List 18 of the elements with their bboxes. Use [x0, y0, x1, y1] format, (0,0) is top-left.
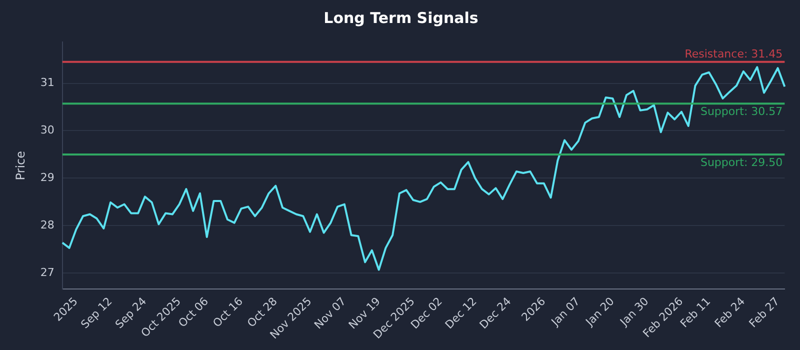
x-tick-label: Sep 12 [78, 294, 115, 332]
y-tick-label: 28 [40, 218, 54, 232]
x-tick-label: Oct 16 [210, 294, 246, 330]
y-tick-label: 27 [40, 266, 54, 279]
x-tick-label: Feb 27 [746, 294, 782, 330]
x-tick-label: Jan 20 [582, 294, 617, 330]
ref-line-label: Support: 30.57 [700, 105, 783, 118]
y-tick-label: 31 [40, 76, 54, 90]
y-axis-title: Price [13, 150, 28, 180]
ref-line-label: Support: 29.50 [700, 156, 783, 169]
x-tick-label: Dec 12 [442, 294, 480, 332]
x-tick-label: Dec 24 [477, 294, 514, 332]
x-tick-label: Jan 07 [548, 294, 582, 330]
ref-line-label: Resistance: 31.45 [684, 47, 783, 60]
y-tick-label: 29 [40, 171, 54, 184]
chart-title: Long Term Signals [324, 8, 478, 27]
x-tick-label: Feb 24 [712, 294, 748, 330]
y-tick-label: 30 [40, 124, 54, 137]
